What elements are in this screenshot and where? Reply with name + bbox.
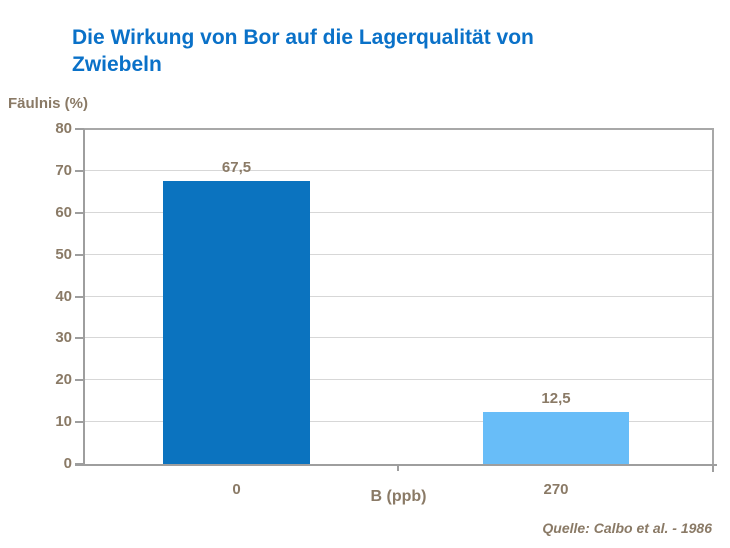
y-tick-label-0: 0 [63, 455, 72, 472]
x-category-label-270: 270 [543, 481, 569, 498]
y-tick-label-70: 70 [55, 161, 72, 179]
y-tick-mark-40 [75, 295, 84, 298]
y-tick-mark-10 [75, 421, 84, 424]
bar-0ppb-value-label: 67,5 [221, 159, 252, 177]
y-axis-line [83, 129, 85, 464]
y-tick-label-80: 80 [55, 120, 72, 137]
plot-area: 67,5 12,5 [83, 128, 714, 464]
y-tick-label-40: 40 [55, 287, 72, 305]
x-axis-title: B (ppb) [370, 488, 427, 505]
bar-270ppb: 12,5 [483, 390, 629, 464]
gridline-60 [85, 211, 712, 213]
bar-0ppb: 67,5 [163, 159, 310, 464]
gridline-40 [85, 295, 712, 297]
chart-title-line1: Die Wirkung von Bor auf die Lagerqualitä… [72, 26, 534, 49]
x-axis-mid-tick [397, 466, 399, 471]
y-tick-mark-30 [75, 337, 84, 340]
gridline-70 [85, 169, 712, 171]
plot-border-top [83, 128, 714, 130]
x-axis-right-tick [712, 466, 714, 472]
x-axis-line [75, 464, 717, 466]
y-tick-label-10: 10 [55, 413, 72, 431]
y-tick-mark-20 [75, 379, 84, 382]
gridline-10 [85, 421, 712, 423]
y-tick-label-30: 30 [55, 329, 72, 347]
y-tick-mark-70 [75, 169, 84, 172]
plot-border-right [712, 129, 714, 464]
y-tick-label-20: 20 [55, 371, 72, 389]
chart-title: Die Wirkung von Bor auf die Lagerqualitä… [72, 24, 672, 78]
y-tick-mark-60 [75, 211, 84, 214]
y-tick-mark-50 [75, 253, 84, 256]
gridline-30 [85, 337, 712, 339]
chart-title-line2: Zwiebeln [72, 53, 162, 76]
y-tick-mark-80 [75, 128, 84, 130]
gridline-50 [85, 253, 712, 255]
y-tick-label-60: 60 [55, 203, 72, 221]
y-axis-title: Fäulnis (%) [8, 95, 89, 112]
source-credit: Quelle: Calbo et al. - 1986 [542, 520, 712, 536]
x-category-label-0: 0 [232, 481, 241, 498]
y-tick-label-50: 50 [55, 245, 72, 263]
bar-270ppb-value-label: 12,5 [541, 389, 571, 407]
gridline-20 [85, 379, 712, 381]
